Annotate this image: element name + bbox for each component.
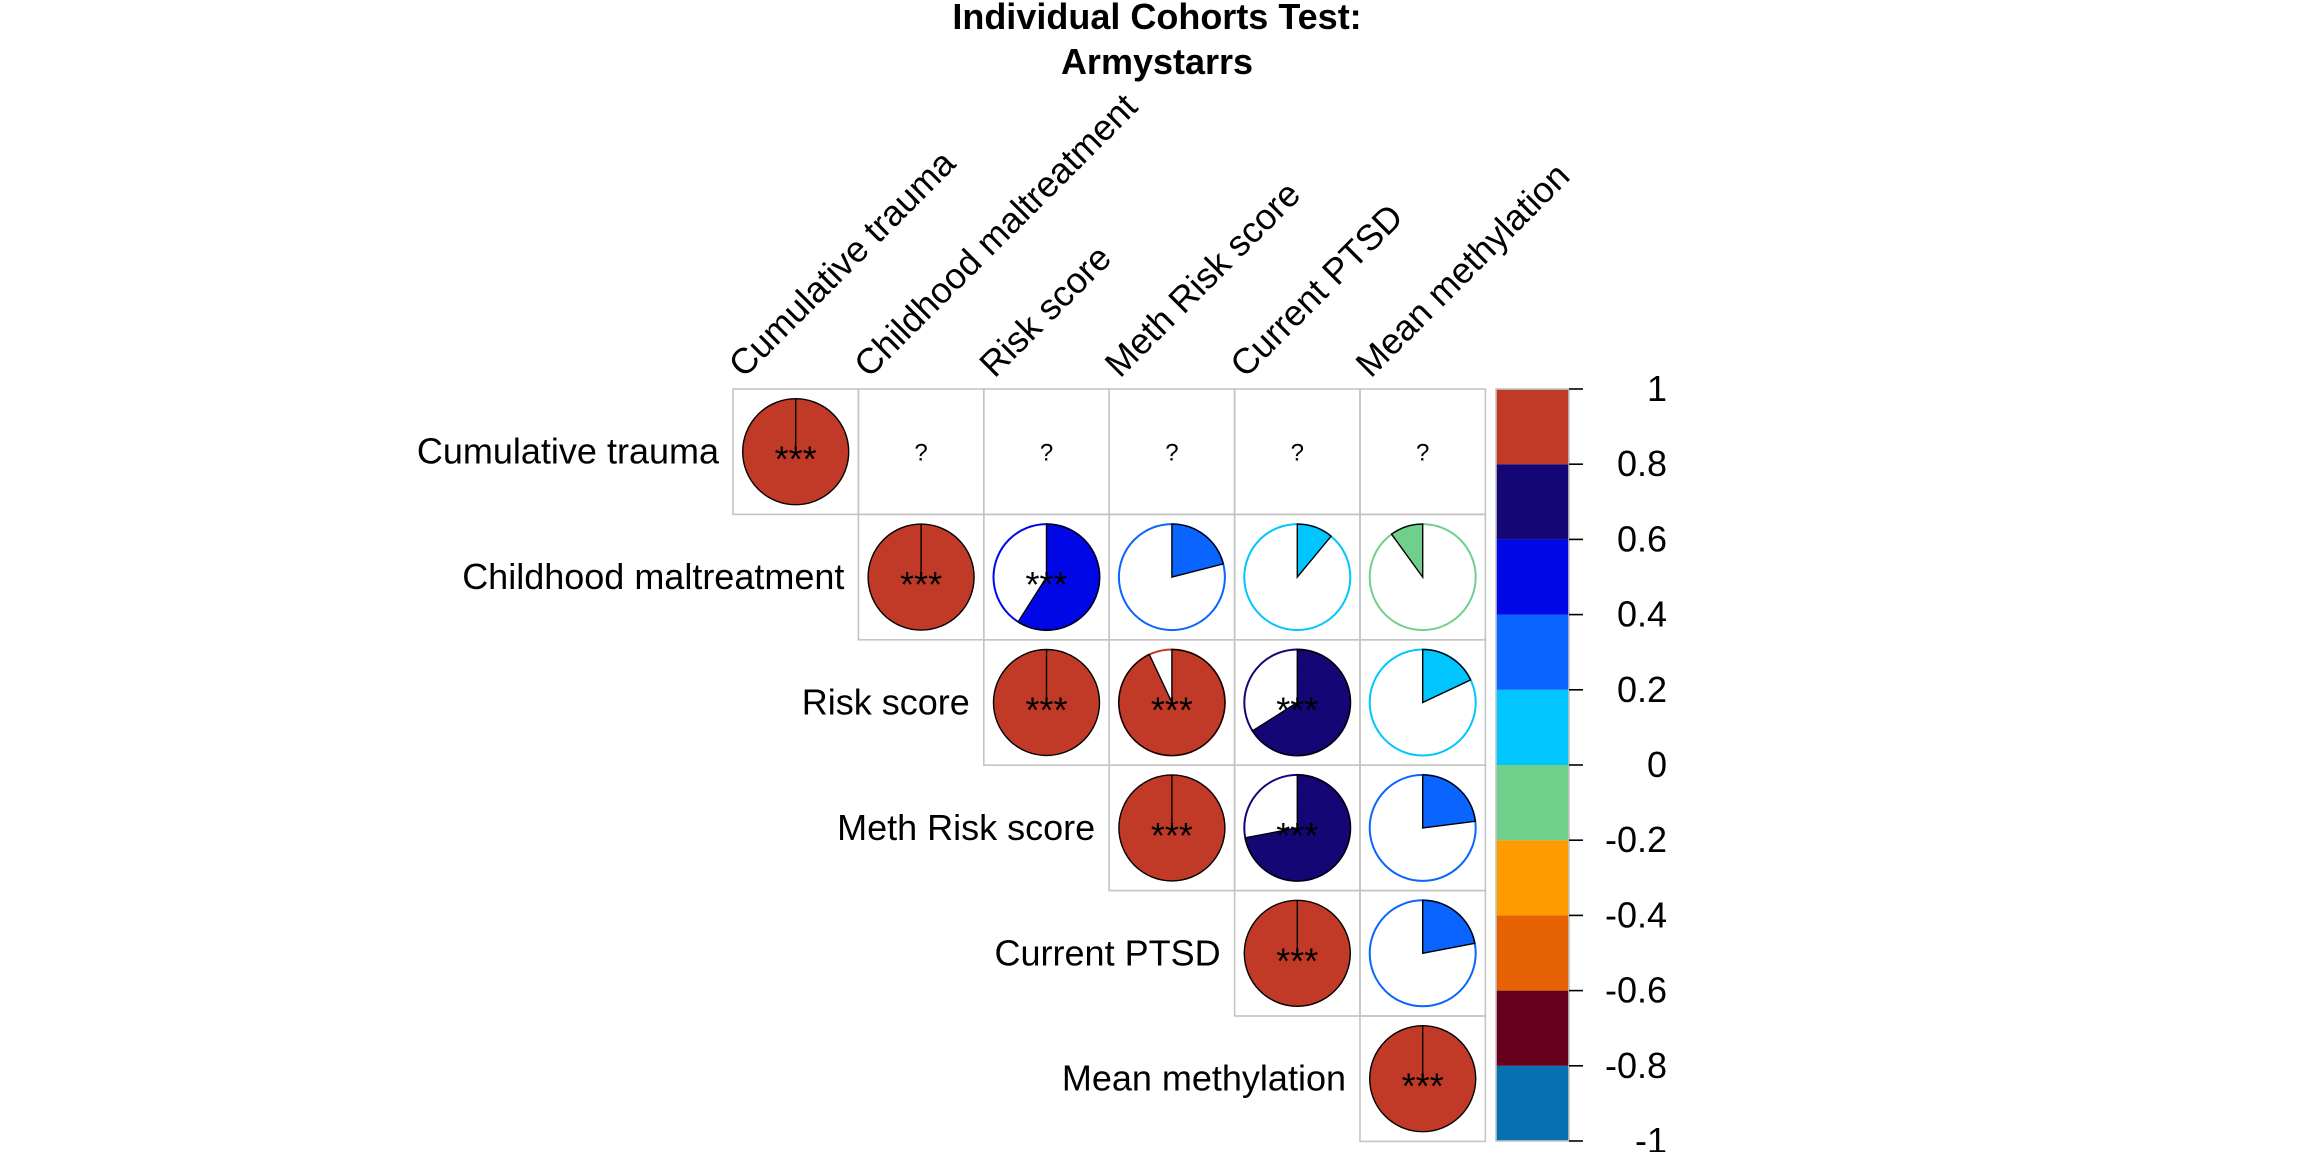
colorbar: 1 0.8 0.6 0.4 0.2 0 -0.2 -0.4 -0.6 -0.8 -1 — [1495, 368, 1667, 1152]
pie-r3-c5 — [1422, 774, 1477, 829]
pie-r1-c3 — [1171, 523, 1225, 579]
pie-r2-c4 — [1251, 648, 1351, 757]
row-label-mean-methylation: Mean methylation — [1062, 1058, 1346, 1099]
cell-label-r4-c4: *** — [1276, 940, 1318, 981]
col-label-cumulative-trauma: Cumulative trauma — [720, 141, 963, 384]
pie-r1-c2 — [1017, 523, 1101, 631]
colorbar-bin-8 — [1496, 464, 1569, 540]
colorbar-bin-3 — [1496, 840, 1569, 916]
cell-label-r2-c4: *** — [1276, 690, 1318, 731]
cell-label-r1-c2: *** — [1025, 564, 1067, 605]
colorbar-tick-label-8: -0.6 — [1605, 970, 1667, 1011]
matrix-grid — [732, 388, 1487, 1143]
colorbar-bin-1 — [1496, 990, 1569, 1066]
colorbar-tick-label-9: -0.8 — [1605, 1045, 1667, 1086]
colorbar-tick-label-3: 0.4 — [1617, 594, 1667, 635]
cell-label-r3-c3: *** — [1151, 815, 1193, 856]
colorbar-tick-label-7: -0.4 — [1605, 894, 1667, 935]
colorbar-tick-label-1: 0.8 — [1617, 443, 1667, 484]
row-label-risk-score: Risk score — [802, 682, 970, 723]
colorbar-tick-label-5: 0 — [1647, 744, 1667, 785]
colorbar-tick-label-0: 1 — [1647, 368, 1667, 409]
pie-r1-c4 — [1296, 523, 1333, 580]
cell-label-r5-c5: *** — [1402, 1066, 1444, 1107]
cell-label-r2-c3: *** — [1151, 690, 1193, 731]
pie-r1-c5 — [1390, 523, 1424, 580]
colorbar-bin-2 — [1496, 915, 1569, 991]
chart-title-line-2: Armystarrs — [1061, 41, 1253, 82]
cell-label-r2-c2: *** — [1025, 690, 1067, 731]
colorbar-bin-6 — [1496, 614, 1569, 690]
cell-label-r3-c4: *** — [1276, 815, 1318, 856]
pie-r2-c3 — [1118, 648, 1226, 757]
row-label-meth-risk-score: Meth Risk score — [837, 807, 1095, 848]
row-label-cumulative-trauma: Cumulative trauma — [417, 431, 720, 472]
cell-label-r1-c1: *** — [900, 564, 942, 605]
row-label-current-ptsd: Current PTSD — [995, 932, 1221, 973]
pie-r2-c5 — [1422, 648, 1472, 704]
cell-label-r0-c5: ? — [1416, 440, 1429, 467]
pie-r4-c5 — [1422, 899, 1476, 955]
colorbar-bin-7 — [1496, 539, 1569, 615]
colorbar-bin-0 — [1496, 1065, 1569, 1141]
colorbar-tick-label-10: -1 — [1635, 1120, 1667, 1152]
cell-label-r0-c0: *** — [775, 439, 817, 480]
row-label-childhood-maltreatment: Childhood maltreatment — [462, 556, 844, 597]
colorbar-bin-5 — [1496, 689, 1569, 765]
colorbar-tick-label-6: -0.2 — [1605, 819, 1667, 860]
colorbar-tick-label-4: 0.2 — [1617, 669, 1667, 710]
cell-label-r0-c3: ? — [1165, 440, 1178, 467]
cell-labels: ***???? ? *** *** *** *** *** *** *** *** *** — [775, 439, 1444, 1107]
colorbar-tick-label-2: 0.6 — [1617, 518, 1667, 559]
pie-glyphs — [742, 398, 1477, 1133]
pie-r3-c4 — [1244, 774, 1351, 882]
cell-label-r0-c4: ? — [1291, 440, 1304, 467]
col-label-mean-methylation: Mean methylation — [1347, 155, 1577, 385]
grid-cell-r5-c5 — [1359, 1015, 1487, 1143]
chart-title-line-1: Individual Cohorts Test: — [952, 0, 1361, 37]
colorbar-bin-9 — [1496, 389, 1569, 465]
cell-label-r0-c2: ? — [1040, 440, 1053, 467]
cell-label-r0-c1: ? — [914, 440, 927, 467]
colorbar-bin-4 — [1496, 765, 1569, 841]
